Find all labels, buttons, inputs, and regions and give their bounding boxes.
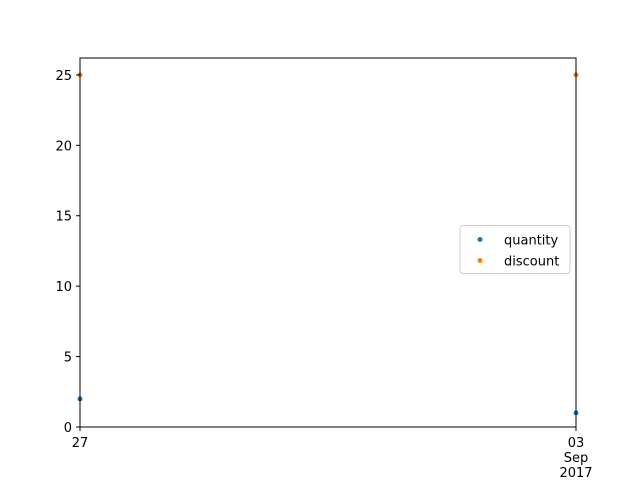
x-tick-label: 03 <box>568 436 585 451</box>
x-tick-label: 27 <box>72 436 89 451</box>
legend-label-quantity: quantity <box>504 234 559 249</box>
y-tick-label: 20 <box>55 139 72 154</box>
y-tick-label: 5 <box>64 351 72 366</box>
y-tick-label: 0 <box>64 421 72 436</box>
y-tick-label: 15 <box>55 210 72 225</box>
y-axis: 0 5 10 15 20 25 <box>55 69 80 436</box>
legend-box <box>459 225 571 274</box>
legend: quantity discount <box>459 225 571 274</box>
x-tick-label: 2017 <box>559 466 592 480</box>
x-tick-label: Sep <box>564 451 589 466</box>
plot-frame <box>79 57 577 428</box>
legend-label-discount: discount <box>504 255 559 270</box>
y-tick-label: 10 <box>55 280 72 295</box>
legend-marker-quantity <box>477 237 483 242</box>
y-tick-label: 25 <box>55 69 72 84</box>
legend-marker-discount <box>477 258 483 263</box>
